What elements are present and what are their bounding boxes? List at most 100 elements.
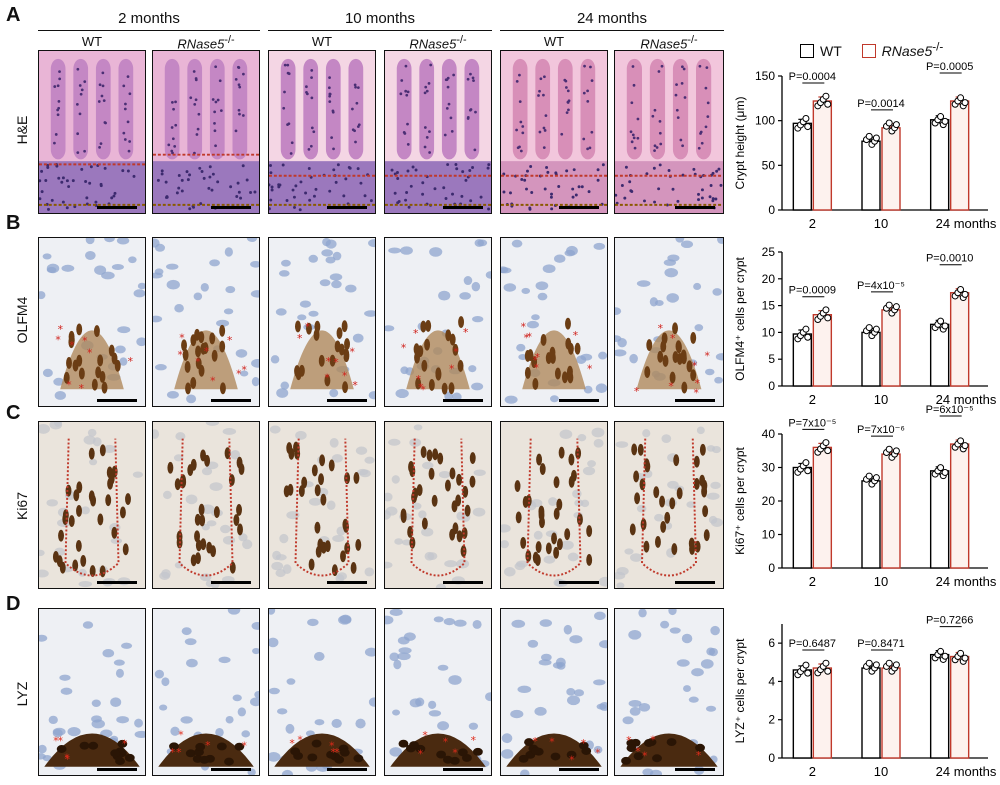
data-point [822,439,830,447]
micrograph-lyz-0: * * * * * [38,608,146,776]
data-point [961,654,969,662]
data-point [937,113,945,121]
bar [929,323,950,387]
svg-text:*: * [79,382,85,395]
bar [792,122,813,211]
p-value-label: P=0.0014 [857,98,904,110]
y-tick-label: 4 [768,674,775,688]
p-value-label: P=0.0005 [926,61,973,73]
bar [949,292,970,387]
svg-text:*: * [82,334,88,347]
y-tick-label: 50 [762,158,776,172]
svg-text:*: * [401,342,407,355]
data-point [957,649,965,657]
scale-bar [97,581,137,584]
scale-bar [559,206,599,209]
y-tick-label: 6 [768,636,775,650]
data-point [885,301,893,309]
y-axis-label: LYZ⁺ cells per crypt [733,638,747,743]
svg-text:*: * [326,355,332,368]
svg-text:*: * [418,381,424,394]
legend-ko-label: RNase5-/- [881,40,944,59]
svg-text:*: * [634,385,640,398]
micrograph-he-4 [500,50,608,214]
data-point [865,132,873,140]
svg-text:*: * [471,734,477,747]
svg-text:*: * [521,321,527,334]
x-tick-label: 24 months [936,574,997,589]
data-point [804,669,812,677]
y-tick-label: 20 [762,272,776,286]
svg-text:*: * [349,345,355,358]
data-point [941,117,949,125]
bar [792,669,813,759]
data-point [885,659,893,667]
svg-text:*: * [443,735,449,748]
svg-text:*: * [532,354,538,367]
bar [929,119,950,211]
scale-bar [443,581,483,584]
legend-wt-label: WT [820,42,842,59]
data-point [804,467,812,475]
svg-text:*: * [176,746,182,759]
age-underline-24 [500,30,724,31]
micrograph-ki67-5 [614,421,724,589]
data-point [865,324,873,332]
scale-bar [211,768,251,771]
x-tick-label: 2 [809,392,816,407]
data-point [804,333,812,341]
data-point [937,464,945,472]
svg-text:*: * [418,747,424,760]
data-point [802,115,810,123]
scale-bar [97,206,137,209]
p-value-label: P=0.6487 [789,638,836,650]
chart-olfm4: OLFM4⁺ cells per crypt 0 5 10 15 20 25 2 P=0.000… [730,238,997,408]
y-axis-label: Crypt height (μm) [733,97,747,190]
y-tick-label: 100 [755,114,775,128]
p-value-label: P=7x10⁻⁵ [788,417,836,429]
scale-bar [443,399,483,402]
data-point [961,442,969,450]
micrograph-he-0 [38,50,146,214]
svg-text:*: * [178,728,184,741]
data-point [892,121,900,129]
p-value-label: P=0.7266 [926,615,973,627]
data-point [937,317,945,325]
p-value-label: P=0.0009 [789,285,836,297]
panel-letter-d: D [6,593,21,615]
y-tick-label: 40 [762,427,776,441]
y-tick-label: 30 [762,461,776,475]
y-axis-label: OLFM4⁺ cells per crypt [733,256,747,380]
y-tick-label: 0 [768,751,775,765]
age-header-2: 2 months [118,10,180,27]
data-point [824,314,832,322]
data-point [885,119,893,127]
scale-bar [675,581,715,584]
p-value-label: P=0.0004 [789,71,836,83]
data-point [872,325,880,333]
data-point [802,459,810,467]
y-tick-label: 25 [762,245,776,259]
svg-text:*: * [642,750,648,763]
bar [861,331,881,387]
svg-text:*: * [236,368,242,381]
svg-text:*: * [241,739,247,752]
bar [881,127,901,211]
micrograph-he-2 [268,50,376,214]
svg-text:*: * [524,331,530,344]
data-point [824,100,832,108]
data-point [872,474,880,482]
data-point [865,472,873,480]
scale-bar [559,581,599,584]
data-point [822,659,830,667]
scale-bar [327,399,367,402]
svg-text:*: * [242,364,248,377]
svg-text:*: * [329,740,335,753]
data-point [892,303,900,311]
x-tick-label: 2 [809,764,816,779]
micrograph-lyz-3: * * * * * [384,608,492,776]
bar [949,100,970,211]
svg-text:*: * [535,351,541,364]
p-value-label: P=7x10⁻⁶ [857,424,905,436]
micrograph-lyz-4: * * * * * [500,608,608,776]
